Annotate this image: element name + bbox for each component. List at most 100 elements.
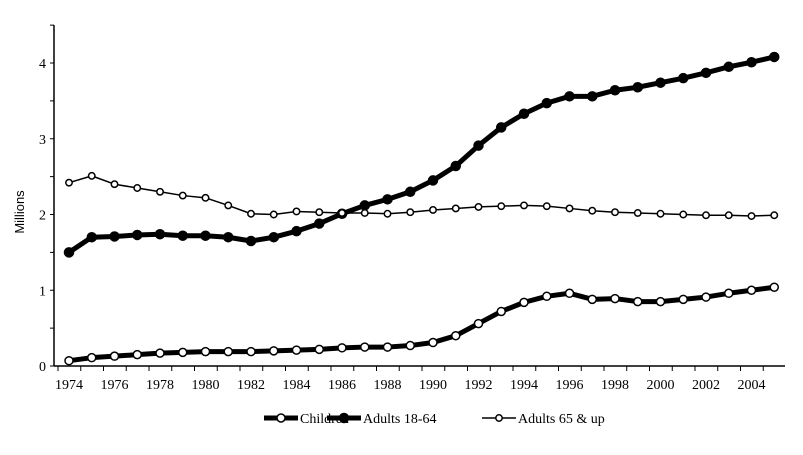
y-tick-label: 1 (39, 284, 46, 299)
x-tick-label: 1996 (556, 378, 584, 393)
data-point (65, 178, 73, 187)
data-point (382, 342, 393, 352)
data-point (542, 291, 552, 302)
data-point (224, 201, 233, 210)
data-point (520, 201, 528, 210)
data-point (314, 344, 324, 355)
data-point (63, 247, 75, 258)
data-point (497, 202, 506, 211)
data-point (292, 207, 301, 216)
y-axis-label: Millions (12, 190, 27, 234)
data-point (496, 122, 507, 133)
data-point (247, 209, 255, 218)
x-tick-label: 2004 (738, 378, 766, 393)
x-tick-label: 1992 (465, 378, 493, 393)
data-point (473, 318, 484, 329)
data-point (109, 231, 120, 242)
data-point (587, 91, 598, 102)
data-point (655, 296, 666, 307)
x-tick-label: 1978 (146, 378, 174, 393)
data-point (746, 56, 757, 68)
data-point (542, 202, 551, 211)
x-tick-label: 1984 (283, 378, 311, 393)
x-tick-label: 1976 (101, 378, 129, 393)
legend-label: Adults 65 & up (518, 412, 605, 427)
data-point (337, 343, 347, 353)
data-point (155, 348, 165, 358)
data-point (133, 184, 142, 192)
data-point (246, 346, 256, 357)
series-line (68, 175, 775, 217)
data-point (201, 193, 210, 202)
data-point (314, 218, 325, 229)
x-tick-label: 1988 (374, 378, 402, 393)
data-point (383, 209, 392, 218)
data-point (223, 231, 234, 243)
y-tick-label: 4 (39, 57, 46, 72)
series-adults-65-up (65, 171, 779, 220)
x-tick-label: 2002 (692, 378, 720, 393)
x-tick-label: 1986 (328, 378, 356, 393)
data-point (474, 202, 483, 211)
data-point (724, 288, 734, 299)
data-point (724, 211, 733, 220)
data-point (450, 160, 461, 172)
data-point (360, 342, 370, 352)
data-point (178, 347, 188, 358)
data-point (610, 293, 620, 304)
data-point (427, 175, 439, 186)
data-point (451, 330, 461, 341)
y-tick-label: 0 (39, 360, 46, 375)
data-point (177, 230, 188, 241)
data-point (678, 72, 689, 84)
series-children (64, 282, 779, 366)
legend-item: Adults 18-64 (327, 412, 437, 427)
data-point (587, 294, 597, 305)
data-point (245, 235, 257, 247)
data-point (611, 208, 619, 217)
data-point (588, 206, 597, 215)
data-point (360, 209, 369, 217)
data-point (633, 296, 643, 307)
x-tick-label: 2000 (647, 378, 675, 393)
data-point (564, 91, 575, 102)
x-tick-label: 1990 (419, 378, 447, 393)
data-point (64, 355, 74, 366)
data-point (565, 204, 574, 213)
legend: Children Adults 18-64 Adults 65 & up (264, 412, 605, 427)
data-point (769, 51, 780, 63)
data-point (633, 209, 642, 217)
data-point (428, 337, 438, 348)
legend-swatch-marker (495, 414, 503, 422)
data-point (656, 209, 665, 218)
data-point (109, 351, 120, 361)
data-point (723, 61, 734, 73)
legend-swatch-marker (276, 413, 286, 423)
data-point (359, 200, 370, 211)
data-point (200, 230, 211, 241)
series-group (63, 51, 780, 366)
data-point (382, 194, 393, 205)
data-point (156, 187, 164, 196)
data-point (747, 212, 756, 220)
data-point (496, 306, 506, 317)
data-point (268, 231, 279, 243)
legend-swatch-marker (338, 412, 350, 424)
data-point (178, 191, 187, 200)
data-point (770, 211, 779, 220)
data-point (406, 208, 415, 217)
data-point (564, 288, 575, 299)
data-point (429, 206, 437, 214)
data-point (632, 81, 643, 93)
data-point (86, 231, 97, 243)
data-point (541, 97, 552, 109)
data-point (518, 108, 530, 120)
x-tick-labels: 1974 1976 1978 1980 1982 1984 1986 1988 1990 1992… (55, 378, 766, 393)
data-point (405, 340, 415, 351)
data-point (700, 67, 712, 79)
data-point (701, 292, 711, 302)
data-point (315, 208, 324, 217)
data-point (678, 294, 688, 305)
data-point (132, 229, 143, 241)
